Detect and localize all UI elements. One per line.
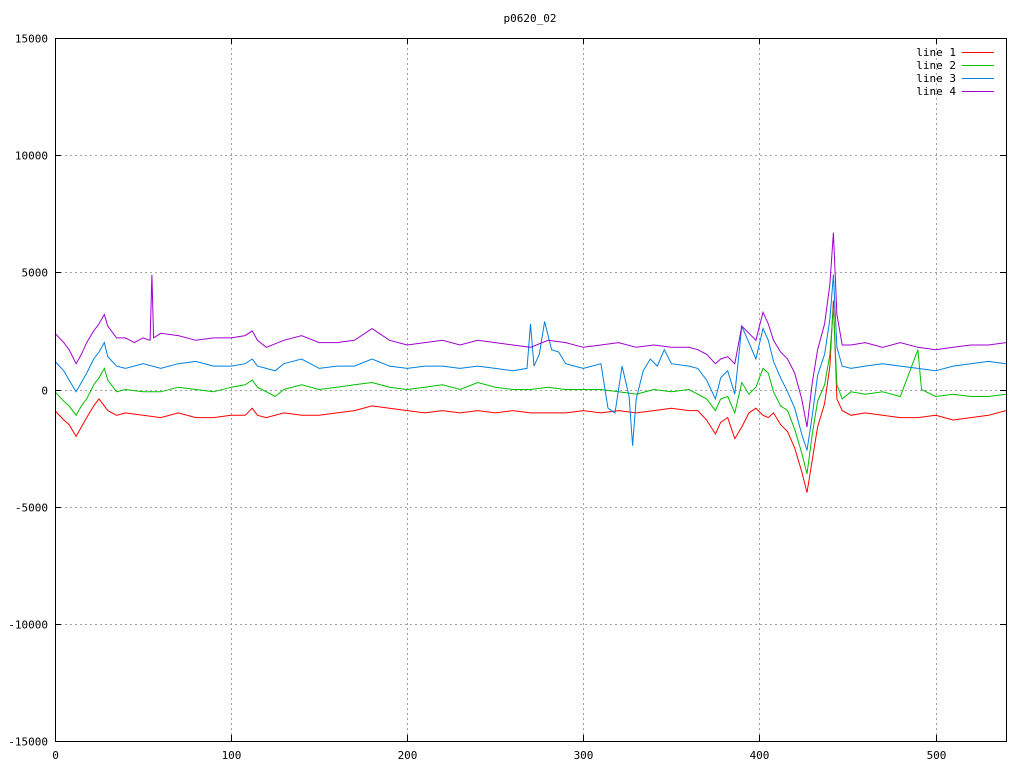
- x-tick-label: 400: [750, 749, 770, 762]
- axis-ticks: -15000 -10000 -5000 0 5000 10000 15000 0 100 200 3…: [8, 33, 1006, 762]
- series-line-3: [54, 274, 1007, 451]
- y-tick-label: -10000: [8, 619, 48, 632]
- legend-label-1: line 1: [916, 46, 956, 59]
- x-tick-label: 200: [398, 749, 418, 762]
- series-line-4: [54, 232, 1007, 428]
- legend-label-4: line 4: [916, 85, 956, 98]
- series-line-1: [54, 300, 1007, 493]
- y-tick-label: -15000: [8, 736, 48, 749]
- series-lines: [54, 232, 1007, 493]
- y-tick-label: 10000: [15, 150, 48, 163]
- chart-title: p0620_02: [504, 12, 557, 25]
- legend-label-2: line 2: [916, 59, 956, 72]
- y-tick-label: 0: [41, 385, 48, 398]
- x-tick-label: 300: [574, 749, 594, 762]
- x-tick-label: 0: [52, 749, 59, 762]
- y-tick-label: -5000: [15, 502, 48, 515]
- series-line-2: [54, 307, 1007, 475]
- x-tick-label: 500: [927, 749, 947, 762]
- legend-label-3: line 3: [916, 72, 956, 85]
- y-tick-label: 15000: [15, 33, 48, 46]
- x-tick-label: 100: [222, 749, 242, 762]
- y-tick-label: 5000: [22, 267, 49, 280]
